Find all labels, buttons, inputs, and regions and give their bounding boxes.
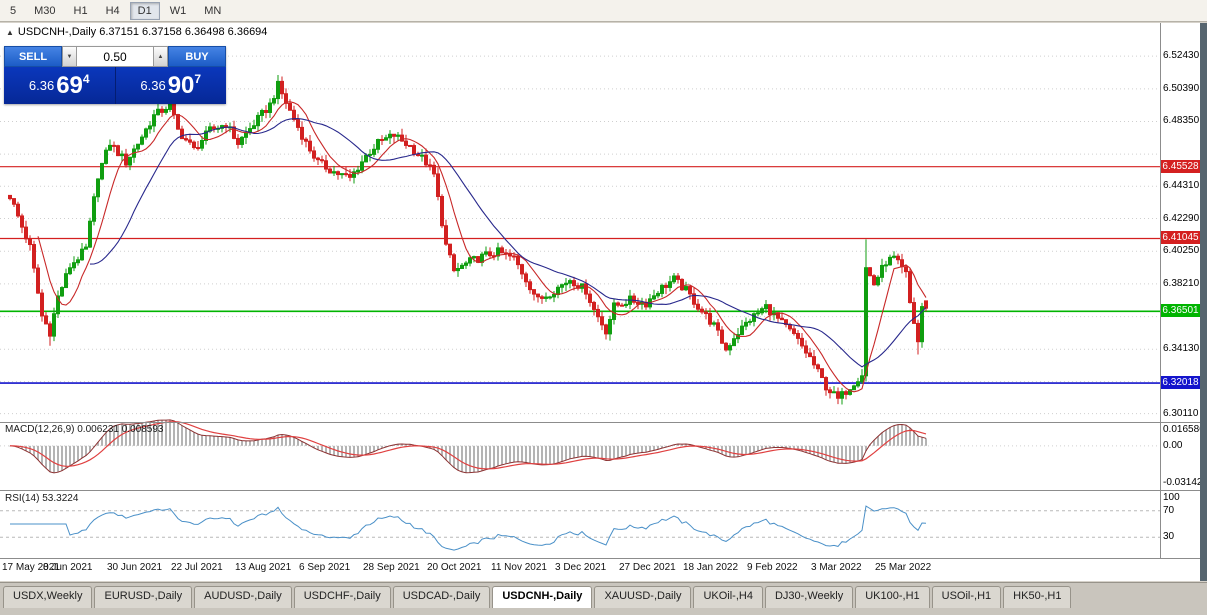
price-level-badge: 6.36501 bbox=[1161, 304, 1200, 318]
buy-price[interactable]: 6.36 90 7 bbox=[114, 67, 227, 104]
sell-button[interactable]: SELL bbox=[4, 46, 62, 67]
date-axis-label: 17 May 2021 bbox=[2, 562, 60, 573]
macd-axis-label: 0.016586 bbox=[1163, 424, 1205, 435]
chart-tab-usdx-weekly[interactable]: USDX,Weekly bbox=[3, 586, 93, 608]
date-axis-label: 9 Feb 2022 bbox=[747, 562, 798, 573]
timeframe-button-mn[interactable]: MN bbox=[196, 2, 229, 20]
date-axis-label: 11 Nov 2021 bbox=[491, 562, 547, 573]
sell-price-prefix: 6.36 bbox=[28, 78, 55, 93]
rsi-pane bbox=[0, 505, 1160, 551]
price-axis-label: 6.30110 bbox=[1163, 407, 1199, 419]
chart-tab-usdcad-daily[interactable]: USDCAD-,Daily bbox=[392, 586, 491, 608]
macd-axis-label: -0.03142 bbox=[1163, 477, 1203, 488]
chart-title-text: USDCNH-,Daily 6.37151 6.37158 6.36498 6.… bbox=[17, 26, 268, 38]
moving-averages bbox=[37, 101, 927, 393]
macd-pane bbox=[0, 419, 1160, 474]
buy-price-big: 90 bbox=[167, 71, 195, 99]
timeframe-button-w1[interactable]: W1 bbox=[162, 2, 195, 20]
rsi-axis-label: 70 bbox=[1163, 504, 1175, 516]
volume-up-button[interactable]: ▲ bbox=[153, 46, 168, 67]
date-axis-label: 25 Mar 2022 bbox=[875, 562, 932, 573]
chart-title: ▲ USDCNH-,Daily 6.37151 6.37158 6.36498 6… bbox=[6, 26, 267, 38]
rsi-axis-label: 100 bbox=[1163, 492, 1180, 503]
timeframe-button-h1[interactable]: H1 bbox=[66, 2, 96, 20]
date-axis-label: 28 Sep 2021 bbox=[363, 562, 420, 573]
collapse-arrow-icon[interactable]: ▲ bbox=[6, 28, 14, 37]
price-axis-label: 6.38210 bbox=[1163, 277, 1200, 289]
chart-window: ▲ USDCNH-,Daily 6.37151 6.37158 6.36498 6… bbox=[0, 23, 1207, 581]
volume-down-button[interactable]: ▼ bbox=[62, 46, 77, 67]
chart-tab-dj30-weekly[interactable]: DJ30-,Weekly bbox=[764, 586, 854, 608]
chart-tab-usoil-h1[interactable]: USOil-,H1 bbox=[931, 586, 1002, 608]
chart-tab-bar: USDX,Weekly EURUSD-,Daily AUDUSD-,Daily USD… bbox=[0, 582, 1207, 615]
candles bbox=[8, 75, 928, 405]
date-axis: 17 May 2021 8 Jun 2021 30 Jun 2021 22 Jul 2… bbox=[0, 562, 1160, 578]
pane-separators bbox=[0, 23, 1200, 559]
volume-input[interactable] bbox=[77, 46, 153, 67]
horizontal-level-lines bbox=[0, 166, 1160, 384]
date-axis-label: 18 Jan 2022 bbox=[683, 562, 739, 573]
price-level-badge: 6.32018 bbox=[1161, 376, 1200, 390]
date-axis-label: 13 Aug 2021 bbox=[235, 562, 292, 573]
price-axis-label: 6.48350 bbox=[1163, 115, 1200, 127]
price-axis: 6.52430 6.50390 6.48350 6.44310 6.42290 6.402… bbox=[1161, 23, 1205, 581]
buy-price-sup: 7 bbox=[194, 71, 202, 86]
date-axis-label: 6 Sep 2021 bbox=[299, 562, 351, 573]
macd-indicator-label: MACD(12,26,9) 0.006231 0.008593 bbox=[5, 424, 164, 435]
rsi-indicator-label: RSI(14) 53.3224 bbox=[5, 493, 79, 504]
price-chart[interactable] bbox=[0, 23, 1207, 581]
date-axis-label: 8 Jun 2021 bbox=[43, 562, 93, 573]
date-axis-label: 3 Dec 2021 bbox=[555, 562, 607, 573]
chart-tab-usdchf-daily[interactable]: USDCHF-,Daily bbox=[293, 586, 391, 608]
date-axis-label: 3 Mar 2022 bbox=[811, 562, 862, 573]
buy-button[interactable]: BUY bbox=[168, 46, 226, 67]
chart-tab-hk50-h1[interactable]: HK50-,H1 bbox=[1003, 586, 1072, 608]
price-level-badge: 6.45528 bbox=[1161, 159, 1200, 173]
chart-tab-xauusd-daily[interactable]: XAUUSD-,Daily bbox=[594, 586, 692, 608]
chart-tab-ukoil-h4[interactable]: UKOil-,H4 bbox=[693, 586, 763, 608]
price-axis-label: 6.44310 bbox=[1163, 180, 1200, 192]
buy-price-prefix: 6.36 bbox=[140, 78, 166, 93]
price-axis-label: 6.50390 bbox=[1163, 82, 1200, 94]
chart-tab-audusd-daily[interactable]: AUDUSD-,Daily bbox=[194, 586, 292, 608]
price-axis-label: 6.34130 bbox=[1163, 343, 1200, 355]
chart-tab-uk100-h1[interactable]: UK100-,H1 bbox=[855, 586, 930, 608]
sell-price-sup: 4 bbox=[82, 71, 90, 86]
right-scroll-strip[interactable] bbox=[1200, 23, 1207, 581]
chart-tab-eurusd-daily[interactable]: EURUSD-,Daily bbox=[94, 586, 193, 608]
trade-controls-row: SELL ▼ ▲ BUY bbox=[4, 46, 226, 67]
timeframe-button-h4[interactable]: H4 bbox=[98, 2, 128, 20]
sell-price[interactable]: 6.36 69 4 bbox=[4, 67, 115, 104]
date-axis-label: 30 Jun 2021 bbox=[107, 562, 163, 573]
timeframe-button-5[interactable]: 5 bbox=[2, 2, 24, 20]
price-axis-label: 6.40250 bbox=[1163, 245, 1200, 257]
chart-tab-usdcnh-daily[interactable]: USDCNH-,Daily bbox=[492, 586, 593, 608]
date-axis-label: 22 Jul 2021 bbox=[171, 562, 223, 573]
date-axis-label: 27 Dec 2021 bbox=[619, 562, 676, 573]
macd-axis-label: 0.00 bbox=[1163, 439, 1183, 451]
timeframe-button-d1[interactable]: D1 bbox=[129, 1, 160, 20]
timeframe-button-m30[interactable]: M30 bbox=[26, 2, 63, 20]
price-level-badge: 6.41045 bbox=[1161, 231, 1200, 245]
price-axis-label: 6.52430 bbox=[1163, 50, 1200, 62]
trade-prices-row: 6.36 69 4 6.36 90 7 bbox=[4, 67, 226, 104]
price-axis-label: 6.42290 bbox=[1163, 212, 1200, 224]
rsi-axis-label: 30 bbox=[1163, 531, 1175, 543]
sell-price-big: 69 bbox=[56, 71, 83, 99]
date-axis-label: 20 Oct 2021 bbox=[427, 562, 482, 573]
timeframe-toolbar: 5 M30 H1 H4 D1 W1 MN bbox=[0, 0, 1207, 22]
